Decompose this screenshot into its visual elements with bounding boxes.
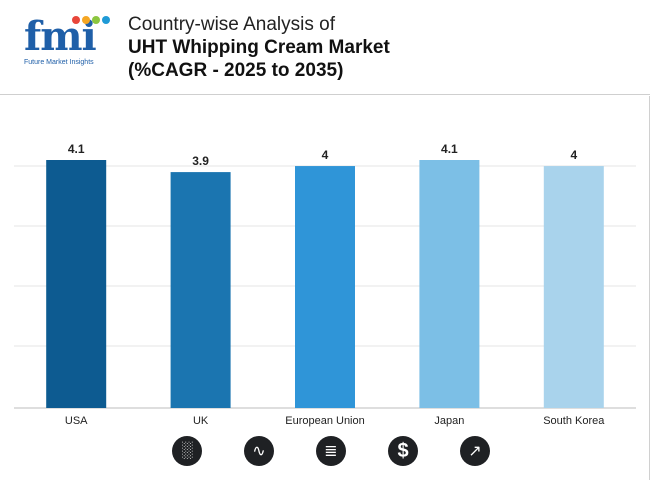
chart-title-line1: Country-wise Analysis of	[128, 14, 335, 35]
bar-japan	[419, 160, 480, 408]
bar-uk	[170, 172, 231, 408]
x-tick-label: South Korea	[543, 415, 605, 427]
market-trend-icon: ↗	[460, 436, 490, 466]
dollar-glyph: $	[397, 439, 409, 462]
dollar-icon: $	[388, 436, 418, 466]
bar-south-korea	[543, 166, 604, 408]
trend-analysis-icon: ∿	[244, 436, 274, 466]
logo-tagline: Future Market Insights	[24, 59, 94, 66]
data-label: 4	[322, 148, 329, 162]
x-tick-label: European Union	[285, 415, 365, 427]
report-icon: ≣	[316, 436, 346, 466]
x-tick-label: Japan	[434, 415, 464, 427]
data-label: 3.9	[192, 154, 209, 168]
data-label: 4.1	[68, 142, 85, 156]
brand-logo: fmi Future Market Insights	[24, 14, 112, 66]
footer-icon-row: ░ ∿ ≣ $ ↗	[0, 436, 650, 470]
chart-title-line2: UHT Whipping Cream Market	[128, 37, 390, 58]
logo-dot	[102, 16, 110, 24]
bar-european-union	[295, 166, 355, 408]
chart-title-line3: (%CAGR - 2025 to 2035)	[128, 60, 344, 81]
logo-dots	[72, 16, 112, 26]
growth-chart-icon: ░	[172, 436, 202, 466]
logo-dot	[82, 16, 90, 24]
data-label: 4	[570, 148, 577, 162]
data-label: 4.1	[441, 142, 458, 156]
header: fmi Future Market Insights Country-wise …	[0, 0, 650, 96]
logo-dot	[72, 16, 80, 24]
report-glyph: ≣	[324, 443, 338, 460]
bar-chart: 4.1 USA 3.9 UK 4 European Union 4.1 Japan 4 South…	[14, 142, 636, 427]
header-divider	[0, 94, 650, 95]
growth-chart-glyph: ░	[181, 442, 193, 459]
bar-usa	[46, 160, 107, 408]
x-tick-label: UK	[193, 415, 209, 427]
logo-dot	[92, 16, 100, 24]
market-trend-glyph: ↗	[468, 443, 482, 460]
x-tick-label: USA	[65, 415, 88, 427]
trend-analysis-glyph: ∿	[252, 443, 266, 460]
